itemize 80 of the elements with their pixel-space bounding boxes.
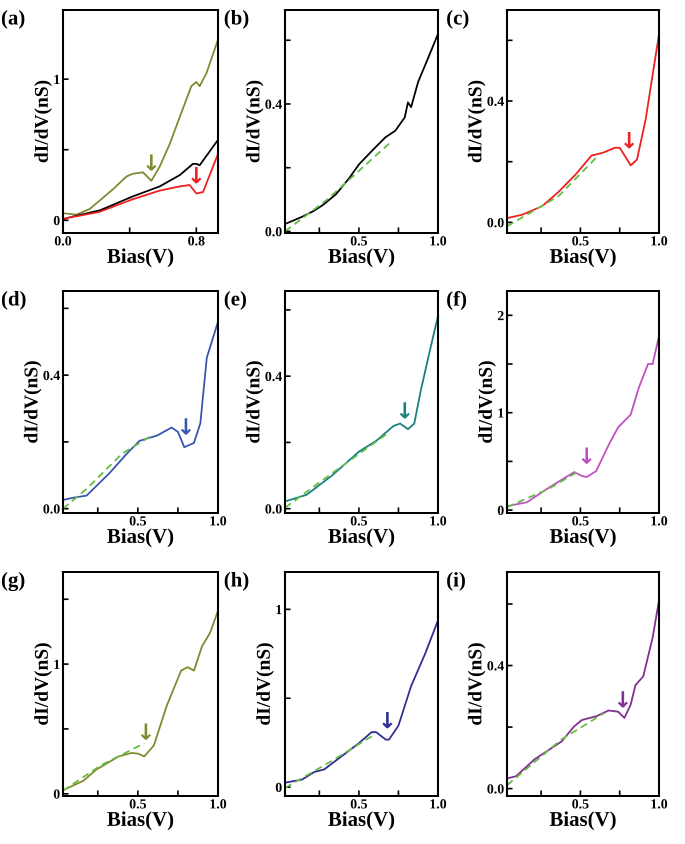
- y-tick-label: 2: [498, 310, 504, 320]
- line-series: [63, 610, 218, 792]
- y-tick-label: 1: [498, 408, 504, 418]
- y-axis-title: dI/dV(nS): [468, 80, 486, 162]
- y-axis-title: dI/dV(nS): [246, 361, 264, 443]
- annotation: ↓: [618, 691, 628, 708]
- y-axis-title: dI/dV(nS): [34, 643, 52, 725]
- x-tick-label: 0.5: [350, 516, 368, 526]
- y-tick-label: 0: [276, 782, 282, 792]
- y-tick-label: 0.0: [265, 226, 282, 236]
- x-tick-label: 0.5: [130, 799, 146, 809]
- x-axis-title: Bias(V): [107, 811, 174, 830]
- y-tick-label: 0.4: [265, 372, 282, 382]
- x-tick-label: 1.0: [430, 516, 446, 526]
- annotation: ↓: [624, 132, 634, 148]
- annotation: ↓: [146, 154, 156, 171]
- line-series: [507, 599, 659, 780]
- y-axis-title: dI/dV(nS): [468, 643, 486, 725]
- annotation: ↓: [140, 724, 151, 740]
- x-tick-label: 0.5: [572, 799, 589, 809]
- y-tick-label: 0.4: [487, 96, 504, 106]
- y-tick-label: 1: [54, 74, 60, 84]
- x-axis-title: Bias(V): [550, 528, 616, 548]
- y-axis-title: dI/dV(nS): [246, 80, 264, 162]
- x-axis-title: Bias(V): [550, 811, 616, 830]
- y-tick-label: 1: [54, 660, 60, 669]
- x-tick-label: 1.0: [651, 236, 668, 246]
- chart-title: (i): [447, 572, 465, 591]
- y-tick-label: 0.0: [487, 784, 504, 794]
- x-tick-label: 0.8: [188, 236, 205, 246]
- x-tick-label: 1.0: [210, 516, 226, 526]
- line-series: [285, 314, 438, 502]
- chart-title: (f): [447, 291, 466, 310]
- x-axis-title: Bias(V): [328, 248, 394, 268]
- chart-title: (b): [224, 10, 248, 29]
- x-axis-title: Bias(V): [107, 528, 174, 548]
- x-tick-label: 1.0: [210, 799, 226, 809]
- y-tick-label: 0.0: [43, 504, 60, 514]
- y-axis-title: dI/dV(nS): [24, 361, 42, 443]
- x-axis-title: Bias(V): [328, 811, 394, 830]
- annotation: ↓: [382, 712, 392, 728]
- x-tick-label: 0.5: [572, 236, 589, 246]
- y-tick-label: 0: [498, 506, 504, 516]
- y-tick-label: 0.4: [43, 370, 60, 380]
- line-series: [63, 153, 218, 220]
- line-series: [285, 619, 438, 784]
- y-tick-label: 0: [54, 789, 60, 799]
- x-axis-title: Bias(V): [550, 248, 616, 268]
- chart-title: (a): [2, 10, 24, 29]
- x-tick-label: 0.5: [350, 799, 368, 809]
- y-tick-label: 0.4: [265, 100, 282, 109]
- line-series: [507, 334, 659, 508]
- x-tick-label: 0.5: [350, 236, 368, 246]
- y-axis-title: dI/dV(nS): [34, 80, 52, 162]
- x-tick-label: 1.0: [651, 516, 668, 526]
- annotation: ↓: [400, 402, 410, 419]
- chart-title: (d): [2, 291, 26, 310]
- annotation: ↓: [582, 448, 592, 464]
- annotation: ↓: [180, 418, 191, 435]
- annotation: ↓: [191, 167, 202, 184]
- line-series: [63, 38, 218, 216]
- y-tick-label: 0: [54, 216, 60, 226]
- x-tick-label: 1.0: [430, 799, 446, 809]
- x-axis-title: Bias(V): [328, 528, 394, 548]
- x-tick-label: 0.5: [130, 516, 146, 526]
- y-tick-label: 0.4: [487, 661, 504, 671]
- x-tick-label: 1.0: [430, 236, 446, 246]
- x-tick-label: 1.0: [651, 799, 668, 809]
- y-tick-label: 1: [276, 604, 282, 614]
- x-axis-title: Bias(V): [107, 248, 174, 268]
- y-tick-label: 0.0: [265, 504, 282, 514]
- chart-title: (h): [224, 572, 248, 591]
- x-tick-label: 0.5: [572, 516, 589, 526]
- chart-title: (c): [447, 10, 468, 29]
- y-tick-label: 0.0: [487, 218, 504, 228]
- y-axis-title: dI/dV(nS): [256, 643, 274, 725]
- line-series: [63, 320, 218, 501]
- y-axis-title: dI/dV(nS): [478, 361, 496, 443]
- chart-title: (e): [224, 291, 246, 310]
- chart-title: (g): [2, 572, 24, 592]
